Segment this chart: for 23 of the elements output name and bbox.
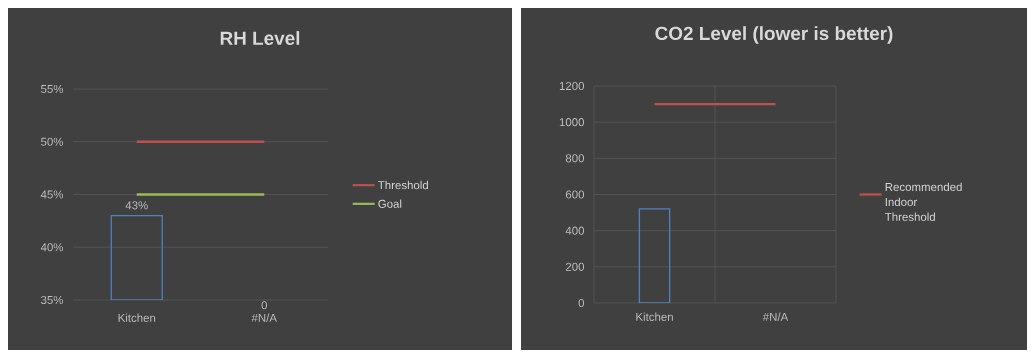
y-tick-label: 400 [565,226,585,235]
y-tick-label: 600 [565,190,585,199]
chart-title: RH Level [220,31,300,45]
y-tick-label: 50% [41,137,64,146]
data-label: 43% [125,201,148,210]
chart-title: CO2 Level (lower is better) [655,26,893,44]
y-tick-label: 800 [565,154,585,163]
x-tick-label: Kitchen [118,313,156,322]
y-tick-label: 0 [578,298,585,308]
text: 0 [261,301,267,310]
legend-label: Goal [378,199,402,208]
x-tick-label: #N/A [251,313,277,322]
y-tick-label: 40% [40,243,64,252]
y-tick-label: 200 [565,262,585,271]
x-tick-label: #N/A [762,312,789,321]
y-tick-label: 55% [41,84,64,94]
y-tick-label: 1200 [559,81,585,91]
legend-label: Recommended Indoor Threshold [884,182,962,221]
y-tick-label: 35% [40,295,64,305]
legend-label: Threshold [378,180,428,190]
y-tick-label: 1000 [559,118,585,127]
y-tick-label: 45% [40,190,64,199]
x-tick-label: Kitchen [636,312,673,321]
